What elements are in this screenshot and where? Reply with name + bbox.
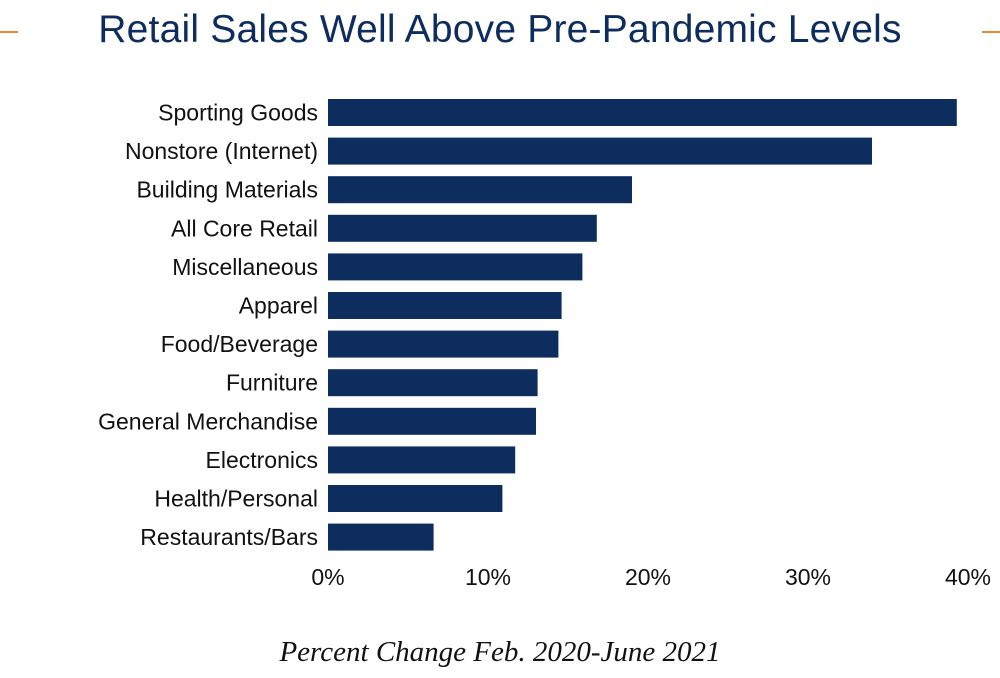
x-tick-label: 30% (785, 564, 831, 590)
bar-miscellaneous (328, 253, 583, 281)
category-label: General Merchandise (98, 408, 318, 434)
x-tick-label: 10% (465, 564, 511, 590)
category-label: Electronics (206, 447, 318, 473)
x-tick-label: 40% (945, 564, 991, 590)
chart-title: Retail Sales Well Above Pre-Pandemic Lev… (98, 8, 902, 51)
category-label: Health/Personal (154, 486, 318, 512)
x-tick-label: 20% (625, 564, 671, 590)
bar-building-materials (328, 176, 632, 204)
bar-health-personal (328, 485, 503, 512)
category-label: All Core Retail (171, 215, 318, 241)
bar-restaurants-bars (328, 523, 434, 551)
category-label: Nonstore (Internet) (125, 138, 318, 164)
bar-sporting-goods (328, 99, 957, 126)
category-label: Building Materials (136, 177, 318, 203)
accent-dash-left (0, 31, 18, 33)
title-row: Retail Sales Well Above Pre-Pandemic Lev… (0, 0, 1000, 62)
accent-dash-right (982, 31, 1000, 33)
category-label: Apparel (239, 293, 318, 319)
x-tick-label: 0% (311, 564, 344, 590)
bar-apparel (328, 292, 562, 319)
bar-electronics (328, 446, 516, 474)
bar-food-beverage (328, 330, 559, 358)
bar-nonstore-internet (328, 137, 872, 165)
bar-furniture (328, 369, 538, 397)
category-label: Furniture (226, 370, 318, 396)
bar-chart: Sporting Goods Nonstore (Internet) Buildin… (98, 99, 991, 590)
category-label: Sporting Goods (158, 100, 318, 126)
category-label: Restaurants/Bars (140, 524, 318, 550)
bar-all-core-retail (328, 214, 597, 242)
category-label: Miscellaneous (172, 254, 318, 280)
x-axis-label: Percent Change Feb. 2020-June 2021 (279, 636, 721, 668)
bar-general-merchandise (328, 407, 536, 435)
category-label: Food/Beverage (161, 331, 318, 357)
